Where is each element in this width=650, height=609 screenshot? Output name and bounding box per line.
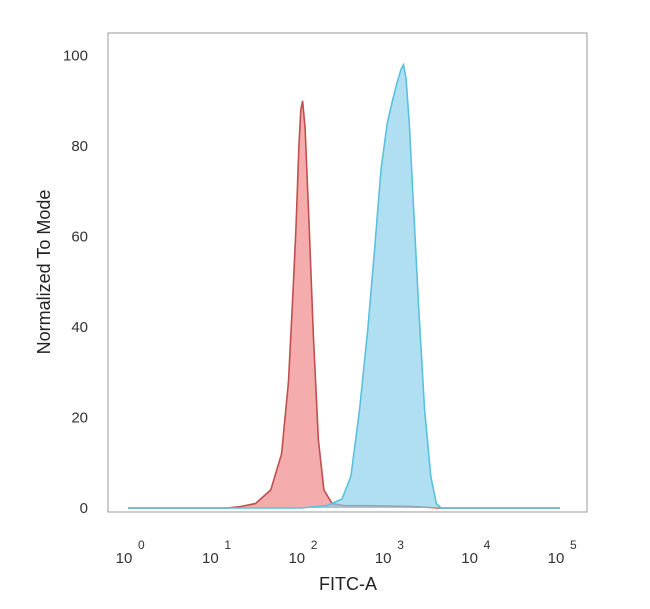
y-axis-label: Normalized To Mode xyxy=(34,190,54,355)
x-tick-label: 10 xyxy=(116,550,133,567)
histogram-outline-2 xyxy=(128,62,560,509)
y-tick-label: 100 xyxy=(63,48,88,65)
x-tick-label: 10 xyxy=(461,550,478,567)
y-axis-ticks: 0 20 40 60 80 100 xyxy=(63,48,88,517)
y-tick-label: 20 xyxy=(71,410,88,427)
plot-frame xyxy=(107,32,588,513)
x-tick-exponent: 1 xyxy=(224,538,231,552)
x-axis-label: FITC-A xyxy=(319,574,377,594)
y-tick-label: 80 xyxy=(71,138,88,155)
x-axis-ticks: 10 0 10 1 10 2 10 3 10 4 10 5 xyxy=(116,538,577,567)
y-tick-label: 40 xyxy=(71,319,88,336)
x-tick-exponent: 0 xyxy=(138,538,145,552)
series-layer xyxy=(128,62,560,509)
x-tick-label: 10 xyxy=(548,550,565,567)
x-tick-exponent: 3 xyxy=(397,538,404,552)
x-tick-exponent: 2 xyxy=(311,538,318,552)
y-tick-label: 60 xyxy=(71,229,88,246)
x-tick-label: 10 xyxy=(288,550,305,567)
x-tick-exponent: 4 xyxy=(484,538,491,552)
y-tick-label: 0 xyxy=(80,500,88,517)
x-tick-label: 10 xyxy=(202,550,219,567)
x-tick-exponent: 5 xyxy=(570,538,577,552)
x-tick-label: 10 xyxy=(375,550,392,567)
